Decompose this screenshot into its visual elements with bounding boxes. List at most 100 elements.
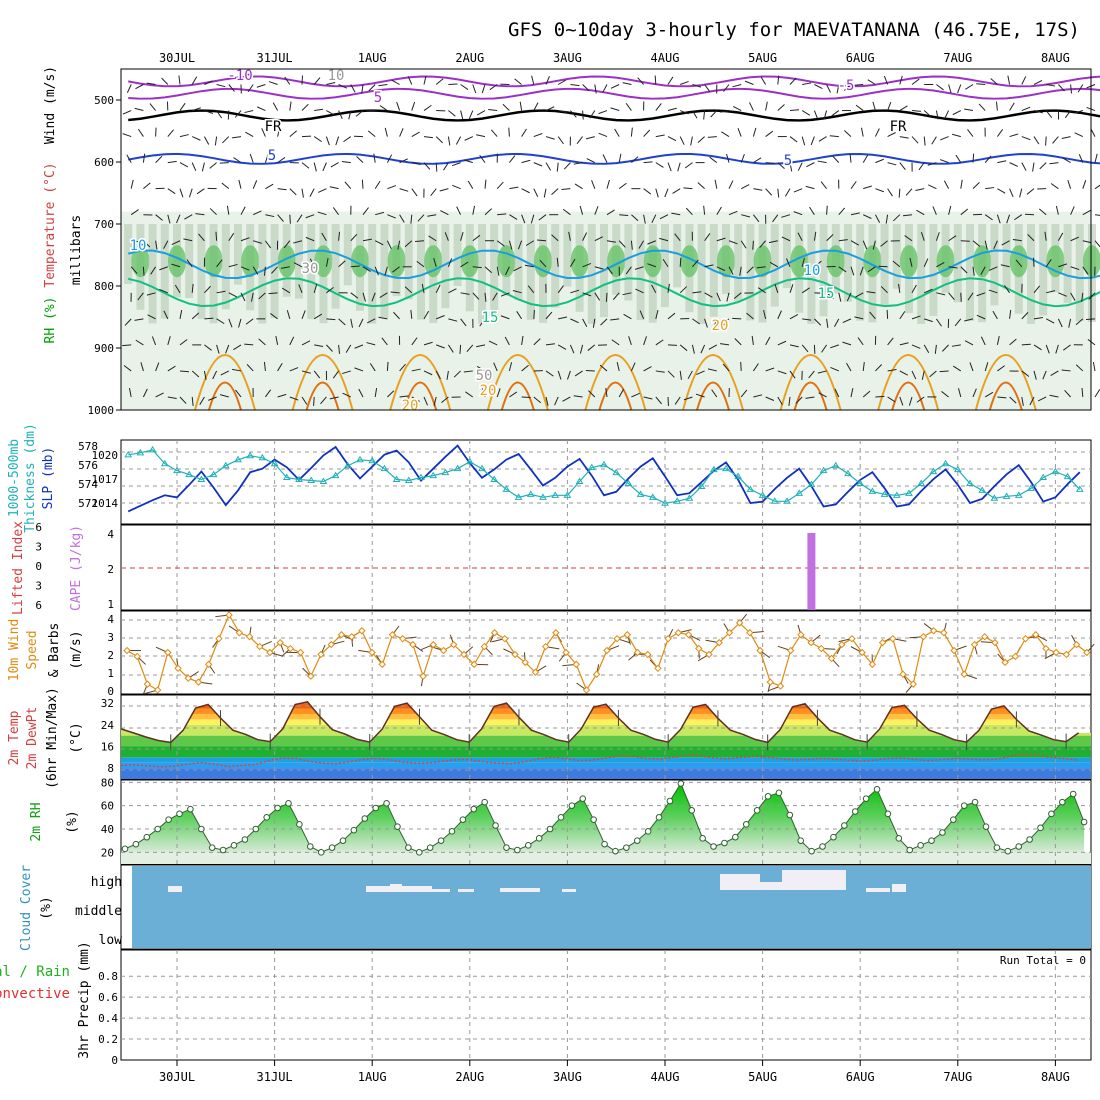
wind-barb: [655, 134, 665, 138]
wind-barb: [1009, 188, 1014, 198]
wind-barb: [301, 162, 310, 169]
wind-barb: [671, 212, 681, 216]
wind-speed-point: [358, 627, 366, 635]
thickness-axis-label-2: Thickness (dm): [23, 423, 38, 533]
rh-shade: [636, 224, 645, 321]
rh-point: [906, 846, 914, 854]
rh2m-panel: 80 60 40 20 2m RH (%): [29, 776, 1092, 865]
wind-barb: [258, 338, 266, 346]
wind-barb: [493, 362, 498, 372]
wind-speed-point: [480, 642, 489, 651]
cloud-high: [458, 889, 474, 892]
wind-barb: [384, 266, 388, 276]
precip-tick: 0: [111, 1054, 118, 1067]
wind-barb: [716, 206, 722, 215]
wind-barb: [122, 133, 132, 138]
wind-barb: [533, 188, 539, 197]
cloud-high: [500, 888, 540, 892]
wind-barb: [1033, 370, 1037, 380]
wind-barb: [920, 232, 925, 241]
wind-barb: [1009, 309, 1012, 319]
wind-barb: [130, 179, 134, 189]
wind-barb: [964, 108, 974, 112]
wind-barb: [763, 309, 767, 319]
wind-barb: [201, 162, 205, 172]
wind-barb: [1094, 184, 1100, 190]
rh-point: [1037, 824, 1044, 832]
wind-speed-point: [164, 648, 172, 657]
wind-barb: [638, 240, 645, 249]
date-label-top: 30JUL: [159, 51, 195, 65]
wind-barb: [271, 266, 278, 274]
pressure-tick: 900: [94, 342, 114, 355]
wind-barb: [984, 362, 989, 372]
wind-barb: [1046, 84, 1056, 87]
wind-barb: [700, 344, 706, 354]
wind-barb: [875, 158, 884, 164]
rh-moist-cell: [973, 245, 992, 278]
wind-barb: [545, 311, 553, 320]
wind-barb: [440, 210, 449, 216]
wind-barb: [821, 344, 828, 353]
wind-barb: [252, 210, 262, 216]
wind-barb: [739, 266, 742, 276]
wind-barb: [342, 392, 352, 398]
wind-barb: [850, 212, 860, 216]
cloud-area: [132, 866, 1091, 948]
wind-barb: [769, 261, 779, 268]
wind-barb: [500, 292, 510, 297]
wind-barb: [749, 102, 754, 111]
rh-tick: 60: [101, 800, 114, 813]
wind-barb: [509, 186, 519, 190]
contour-label: 30: [302, 261, 319, 277]
wind-barb: [167, 160, 177, 164]
wind-barb: [361, 179, 364, 189]
isotherm-25: [793, 381, 828, 411]
wind-barb: [533, 338, 541, 346]
wind-barb: [391, 79, 400, 85]
temp-band: [121, 762, 1091, 769]
wind-barb: [582, 110, 584, 120]
wind-barb: [122, 344, 132, 347]
wind-barb: [643, 396, 653, 400]
wind-barb: [1014, 214, 1023, 221]
rh-point: [274, 804, 281, 812]
wind-barb: [928, 184, 937, 190]
rh-point: [132, 840, 140, 848]
wind-barb: [1009, 102, 1015, 111]
wind-speed-point: [409, 640, 417, 649]
wind-barb: [265, 214, 275, 218]
wind-barb: [354, 367, 364, 372]
wind-barb: [948, 292, 955, 301]
wind-barb: [277, 393, 287, 398]
wind-barb: [179, 396, 187, 404]
wind-barb: [664, 188, 669, 198]
rh-point: [143, 833, 151, 841]
date-label-top: 6AUG: [846, 51, 875, 65]
wind-barb: [985, 187, 995, 190]
wind-barb: [833, 318, 840, 327]
wind-barb: [275, 335, 279, 345]
rh-shade: [807, 224, 816, 324]
wind-barb: [183, 238, 193, 242]
thickness-point: [319, 477, 328, 485]
rh-shade: [441, 224, 450, 309]
contour-label: 15: [818, 286, 835, 302]
rh-shade: [197, 224, 206, 319]
wind-barb: [883, 75, 889, 85]
wind-barb: [472, 266, 482, 269]
wind-barb: [823, 110, 828, 120]
thickness-point: [624, 479, 633, 486]
wind-barb: [774, 284, 779, 293]
wind-barb: [163, 240, 169, 249]
wind-barb: [813, 110, 819, 120]
wind-barb: [984, 240, 988, 250]
rh-point: [208, 844, 216, 851]
wind-barb: [704, 292, 713, 298]
pressure-tick: 700: [94, 218, 114, 231]
wind-barb: [167, 129, 174, 137]
wind-barb: [284, 76, 291, 85]
wind-barb: [167, 396, 177, 400]
thickness-point: [221, 461, 230, 469]
wind-barb: [435, 136, 444, 144]
